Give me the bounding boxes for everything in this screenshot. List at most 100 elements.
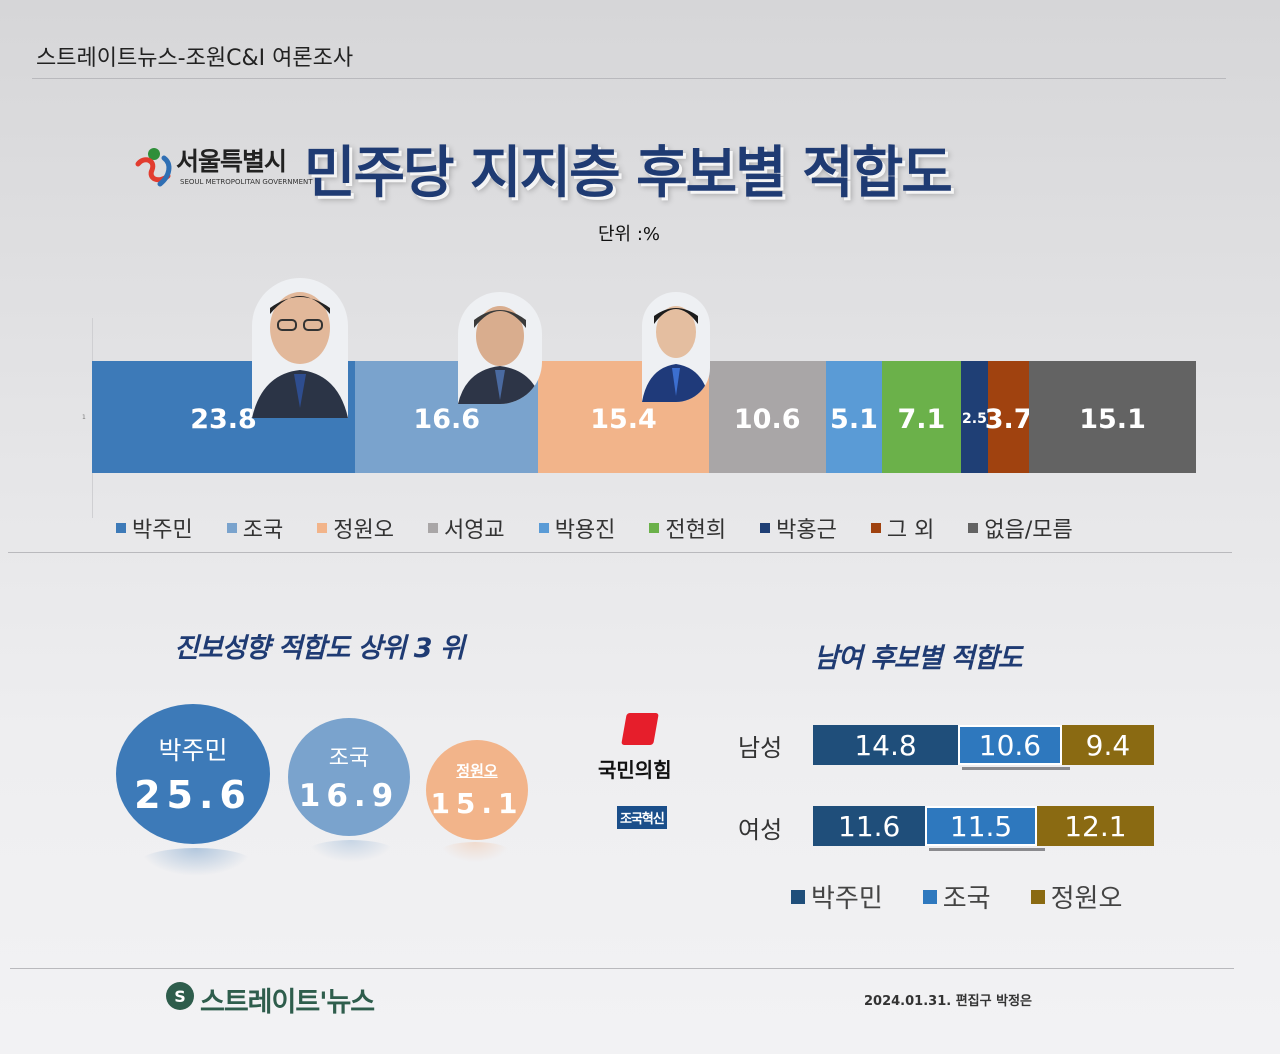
legend-item: 전현희	[649, 512, 726, 544]
seoul-english-name: SEOUL METROPOLITAN GOVERNMENT	[180, 178, 313, 186]
legend-item: 그 외	[870, 512, 935, 544]
legend-label: 조국	[942, 884, 991, 914]
legend-label: 없음/모름	[984, 518, 1073, 543]
legend-swatch	[760, 523, 771, 533]
survey-source: 스트레이트뉴스-조원C&I 여론조사	[36, 46, 354, 71]
legend-swatch	[791, 889, 805, 904]
legend-swatch	[1030, 889, 1045, 904]
gender-bar-segment: 12.1	[1036, 806, 1154, 846]
legend-label: 박주민	[811, 884, 883, 914]
legend-label: 서영교	[443, 518, 505, 543]
seoul-name: 서울특별시	[176, 147, 287, 176]
legend-swatch	[922, 889, 937, 904]
legend-label: 박용진	[554, 518, 616, 543]
legend-item: 정원오	[317, 512, 394, 544]
legend-item: 박주민	[791, 878, 883, 915]
bubble-value: 16.9	[298, 778, 400, 814]
gender-legend: 박주민 조국 정원오	[791, 878, 1162, 915]
legend-item: 박용진	[538, 512, 616, 544]
candidate-photo-3	[642, 292, 710, 402]
gender-bar-segment: 9.4	[1061, 725, 1154, 765]
bubble-value: 25.6	[134, 773, 252, 817]
bar-value-label: 16.6	[413, 403, 481, 435]
legend-swatch	[968, 523, 979, 533]
legend-label: 전현희	[665, 518, 727, 543]
gender-bar-value-label: 9.4	[1085, 728, 1131, 762]
legend-swatch	[116, 523, 126, 533]
ppp-logo-icon	[621, 713, 659, 745]
bar-value-label: 3.7	[984, 403, 1033, 435]
bar-shadow	[962, 767, 1070, 770]
bubble-reflection	[440, 842, 510, 862]
bar-value-label: 10.6	[733, 403, 801, 435]
main-legend: 박주민 조국 정원오 서영교 박용진 전현희 박홍근 그 외 없음/모름	[116, 512, 1107, 544]
legend-swatch	[226, 523, 237, 533]
legend-item: 박홍근	[760, 512, 837, 544]
bubble-3: 정원오 15.1	[426, 740, 528, 840]
legend-swatch	[538, 523, 549, 533]
bar-value-label: 7.1	[897, 403, 946, 435]
footer-date: 2024.01.31. 편집구 박정은	[864, 994, 1032, 1009]
legend-swatch	[870, 523, 881, 533]
seoul-logo-icon	[135, 148, 172, 187]
bar-segment: 10.6	[708, 361, 826, 473]
straight-news-logo-icon: S	[166, 982, 194, 1010]
bar-segment: 5.1	[825, 361, 883, 473]
gender-bar-segment: 14.8	[813, 725, 959, 765]
legend-swatch	[649, 523, 660, 533]
gender-bar-segment: 11.5	[925, 806, 1037, 846]
footer-brand: 스트레이트'뉴스	[200, 987, 375, 1018]
gender-bar-segment: 11.6	[813, 806, 926, 846]
legend-item: 조국	[226, 512, 284, 544]
gender-bar-value-label: 11.5	[949, 809, 1013, 843]
bubble-2: 조국 16.9	[288, 718, 410, 836]
bar-value-label: 15.1	[1079, 403, 1146, 435]
gender-bar-value-label: 11.6	[838, 809, 901, 843]
bar-value-label: 15.4	[590, 403, 657, 435]
bar-value-label: 2.5	[962, 411, 987, 427]
bar-segment: 2.5	[960, 361, 989, 473]
gender-fit-title: 남여 후보별 적합도	[814, 643, 1023, 674]
gender-bar-value-label: 10.6	[978, 728, 1042, 762]
category-female: 여성	[738, 816, 783, 844]
candidate-photo-2	[458, 292, 542, 404]
bubble-name: 박주민	[158, 736, 228, 765]
legend-label: 정원오	[1050, 884, 1123, 914]
bar-value-label: 23.8	[190, 403, 257, 435]
legend-item: 조국	[922, 878, 991, 915]
gender-bar-segment: 10.6	[958, 725, 1062, 765]
bar-shadow	[929, 848, 1045, 851]
bar-segment: 15.1	[1029, 361, 1196, 473]
ppp-name: 국민의힘	[598, 758, 672, 782]
bubble-1: 박주민 25.6	[116, 704, 270, 844]
legend-label: 박홍근	[776, 518, 837, 543]
legend-swatch	[317, 523, 328, 533]
legend-item: 서영교	[427, 512, 505, 544]
gender-bar-value-label: 14.8	[854, 728, 917, 762]
legend-label: 박주민	[132, 518, 193, 543]
bar-segment: 7.1	[882, 361, 961, 473]
legend-item: 없음/모름	[968, 512, 1073, 544]
main-title: 민주당 지지층 후보별 적합도	[304, 141, 953, 206]
legend-label: 조국	[242, 518, 284, 543]
bar-value-label: 5.1	[830, 403, 878, 435]
axis-tick-label: 1	[82, 414, 86, 421]
legend-item: 정원오	[1030, 878, 1123, 915]
header-divider	[32, 78, 1226, 79]
legend-swatch	[427, 523, 438, 533]
candidate-photo-1	[252, 278, 348, 418]
bubble-reflection	[308, 840, 394, 862]
bubble-name: 정원오	[456, 762, 498, 780]
bubble-reflection	[140, 848, 252, 876]
legend-label: 정원오	[333, 518, 394, 543]
rebuild-party-name: 조국혁신	[617, 806, 667, 829]
legend-label: 그 외	[886, 518, 935, 543]
category-male: 남성	[738, 734, 783, 762]
legend-item: 박주민	[116, 512, 193, 544]
bar-segment: 3.7	[985, 361, 1033, 473]
bubble-value: 15.1	[430, 787, 524, 820]
gender-bar-value-label: 12.1	[1064, 809, 1127, 843]
section-divider	[8, 552, 1232, 553]
unit-label: 단위 :%	[598, 224, 661, 245]
progressive-fit-title: 진보성향 적합도 상위 3 위	[174, 633, 465, 664]
